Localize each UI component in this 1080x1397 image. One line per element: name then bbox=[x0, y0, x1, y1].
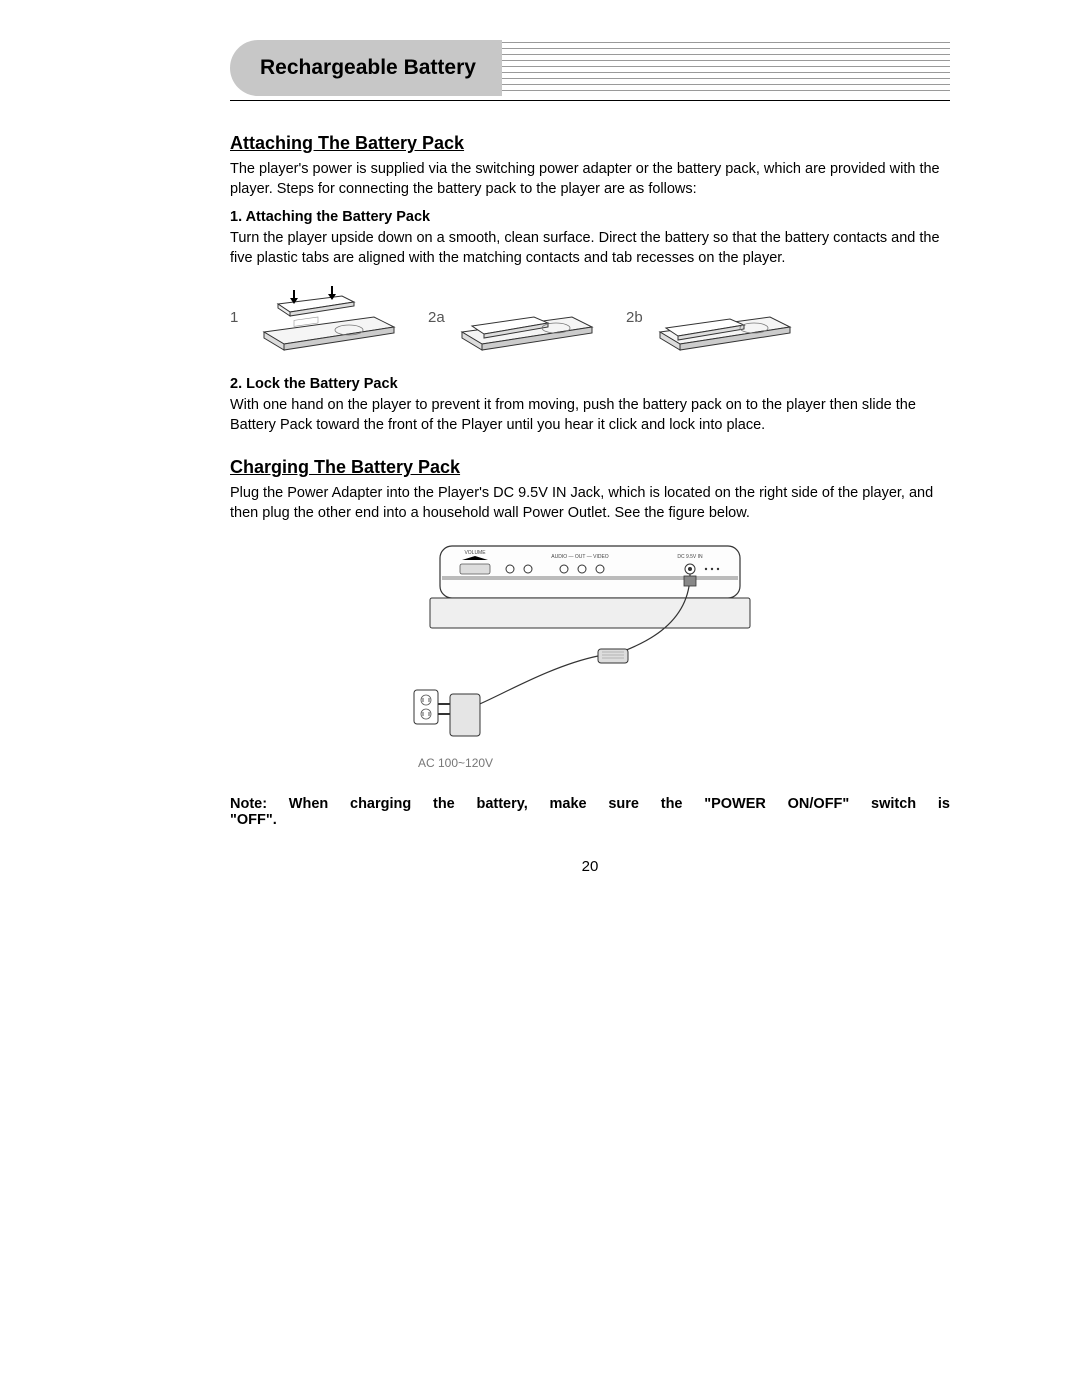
step1-body: Turn the player upside down on a smooth,… bbox=[230, 229, 950, 268]
figure-1-label: 1 bbox=[230, 309, 248, 326]
charging-note-line2: "OFF". bbox=[230, 812, 950, 828]
figure-2b: 2b bbox=[626, 282, 800, 352]
figure-2b-label: 2b bbox=[626, 309, 644, 326]
page-header: Rechargeable Battery bbox=[230, 40, 950, 98]
player-illustration-2b bbox=[650, 282, 800, 352]
charging-illustration: VOLUME AUDIO — OUT — VIDEO DC 9.5V IN bbox=[380, 536, 800, 756]
step2-label: 2. Lock the Battery Pack bbox=[230, 376, 950, 392]
header-title: Rechargeable Battery bbox=[260, 56, 476, 80]
manual-page: Rechargeable Battery Attaching The Batte… bbox=[0, 0, 1080, 1397]
page-number: 20 bbox=[230, 858, 950, 875]
figure-1: 1 bbox=[230, 282, 404, 352]
player-illustration-1 bbox=[254, 282, 404, 352]
intro-paragraph: The player's power is supplied via the s… bbox=[230, 160, 950, 199]
step1-label: 1. Attaching the Battery Pack bbox=[230, 209, 950, 225]
dc-label: DC 9.5V IN bbox=[677, 554, 703, 560]
section-title-charging: Charging The Battery Pack bbox=[230, 457, 950, 478]
header-decorative-lines bbox=[502, 42, 950, 94]
header-divider bbox=[230, 100, 950, 101]
av-label: AUDIO — OUT — VIDEO bbox=[551, 554, 609, 560]
header-tab: Rechargeable Battery bbox=[230, 40, 502, 96]
ac-voltage-label: AC 100~120V bbox=[380, 756, 800, 770]
figure-2a: 2a bbox=[428, 282, 602, 352]
section-title-attaching: Attaching The Battery Pack bbox=[230, 133, 950, 154]
volume-label: VOLUME bbox=[464, 550, 486, 556]
figure-2a-label: 2a bbox=[428, 309, 446, 326]
charging-body: Plug the Power Adapter into the Player's… bbox=[230, 484, 950, 523]
player-illustration-2a bbox=[452, 282, 602, 352]
attach-steps-figure-row: 1 bbox=[230, 282, 950, 352]
content-column: Rechargeable Battery Attaching The Batte… bbox=[230, 40, 950, 875]
charging-note-line1: Note: When charging the battery, make su… bbox=[230, 796, 950, 812]
step2-body: With one hand on the player to prevent i… bbox=[230, 396, 950, 435]
